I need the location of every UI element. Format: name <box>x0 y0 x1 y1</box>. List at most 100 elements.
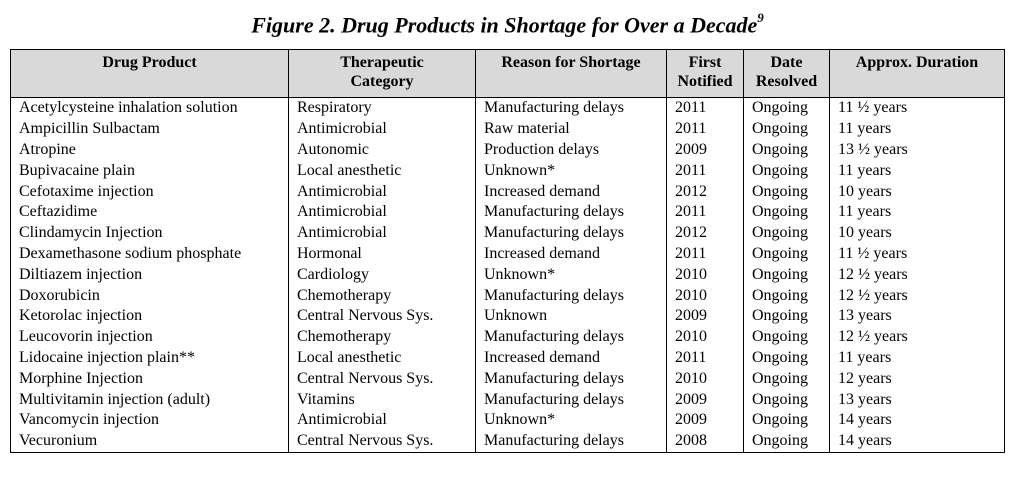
cell-reason: Unknown* <box>475 160 667 182</box>
cell-date-resolved: Ongoing <box>743 326 830 348</box>
cell-first-notified: 2011 <box>666 347 744 369</box>
table-row: Doxorubicin Chemotherapy Manufacturing del… <box>10 285 1005 306</box>
cell-drug-product: Doxorubicin <box>10 285 289 306</box>
cell-therapeutic-category: Hormonal <box>288 243 476 265</box>
cell-reason: Increased demand <box>475 181 667 202</box>
table-row: Ampicillin Sulbactam Antimicrobial Raw mat… <box>10 118 1005 140</box>
drug-shortage-table: Drug Product Therapeutic Category Reason … <box>10 49 1005 453</box>
cell-reason: Manufacturing delays <box>475 285 667 306</box>
cell-drug-product: Acetylcysteine inhalation solution <box>10 96 289 119</box>
cell-first-notified: 2010 <box>666 326 744 348</box>
cell-first-notified: 2009 <box>666 139 744 161</box>
table-row: Leucovorin injection Chemotherapy Manufact… <box>10 326 1005 348</box>
cell-drug-product: Atropine <box>10 139 289 161</box>
cell-date-resolved: Ongoing <box>743 160 830 182</box>
cell-drug-product: Ampicillin Sulbactam <box>10 118 289 140</box>
cell-therapeutic-category: Local anesthetic <box>288 160 476 182</box>
header-therapeutic-category: Therapeutic Category <box>288 49 476 98</box>
table-row: Clindamycin Injection Antimicrobial Manufa… <box>10 222 1005 244</box>
cell-date-resolved: Ongoing <box>743 430 830 453</box>
header-first-notified: First Notified <box>666 49 744 98</box>
cell-therapeutic-category: Antimicrobial <box>288 409 476 431</box>
cell-drug-product: Multivitamin injection (adult) <box>10 389 289 410</box>
cell-therapeutic-category: Chemotherapy <box>288 326 476 348</box>
table-row: Acetylcysteine inhalation solution Respir… <box>10 96 1005 119</box>
table-row: Bupivacaine plain Local anesthetic Unknown… <box>10 160 1005 182</box>
cell-first-notified: 2009 <box>666 409 744 431</box>
cell-duration: 12 years <box>829 368 1005 390</box>
cell-duration: 14 years <box>829 430 1005 453</box>
cell-therapeutic-category: Autonomic <box>288 139 476 161</box>
cell-therapeutic-category: Antimicrobial <box>288 118 476 140</box>
cell-drug-product: Ceftazidime <box>10 201 289 223</box>
cell-date-resolved: Ongoing <box>743 347 830 369</box>
cell-date-resolved: Ongoing <box>743 222 830 244</box>
table-row: Vecuronium Central Nervous Sys. Manufactur… <box>10 430 1005 453</box>
cell-drug-product: Vecuronium <box>10 430 289 453</box>
cell-duration: 13 years <box>829 305 1005 327</box>
cell-date-resolved: Ongoing <box>743 243 830 265</box>
cell-first-notified: 2011 <box>666 96 744 119</box>
cell-drug-product: Leucovorin injection <box>10 326 289 348</box>
cell-date-resolved: Ongoing <box>743 139 830 161</box>
cell-reason: Manufacturing delays <box>475 326 667 348</box>
cell-reason: Unknown <box>475 305 667 327</box>
cell-date-resolved: Ongoing <box>743 181 830 202</box>
cell-duration: 11 ½ years <box>829 243 1005 265</box>
cell-therapeutic-category: Central Nervous Sys. <box>288 305 476 327</box>
cell-reason: Manufacturing delays <box>475 368 667 390</box>
cell-duration: 11 ½ years <box>829 96 1005 119</box>
cell-first-notified: 2011 <box>666 160 744 182</box>
header-date-resolved: Date Resolved <box>743 49 830 98</box>
cell-reason: Production delays <box>475 139 667 161</box>
cell-duration: 11 years <box>829 118 1005 140</box>
cell-first-notified: 2012 <box>666 222 744 244</box>
cell-first-notified: 2012 <box>666 181 744 202</box>
cell-therapeutic-category: Central Nervous Sys. <box>288 368 476 390</box>
cell-therapeutic-category: Vitamins <box>288 389 476 410</box>
cell-date-resolved: Ongoing <box>743 201 830 223</box>
cell-date-resolved: Ongoing <box>743 368 830 390</box>
table-row: Cefotaxime injection Antimicrobial Increas… <box>10 181 1005 202</box>
cell-therapeutic-category: Central Nervous Sys. <box>288 430 476 453</box>
cell-therapeutic-category: Respiratory <box>288 96 476 119</box>
cell-reason: Manufacturing delays <box>475 430 667 453</box>
table-body: Acetylcysteine inhalation solution Respir… <box>10 96 1005 453</box>
header-duration: Approx. Duration <box>829 49 1005 98</box>
cell-duration: 14 years <box>829 409 1005 431</box>
header-drug-product: Drug Product <box>10 49 289 98</box>
cell-first-notified: 2010 <box>666 264 744 286</box>
cell-date-resolved: Ongoing <box>743 389 830 410</box>
cell-drug-product: Bupivacaine plain <box>10 160 289 182</box>
table-row: Multivitamin injection (adult) Vitamins Ma… <box>10 389 1005 410</box>
cell-duration: 10 years <box>829 181 1005 202</box>
cell-drug-product: Diltiazem injection <box>10 264 289 286</box>
cell-drug-product: Ketorolac injection <box>10 305 289 327</box>
cell-duration: 12 ½ years <box>829 285 1005 306</box>
cell-reason: Manufacturing delays <box>475 96 667 119</box>
table-row: Diltiazem injection Cardiology Unknown* 201… <box>10 264 1005 286</box>
cell-drug-product: Lidocaine injection plain** <box>10 347 289 369</box>
cell-therapeutic-category: Cardiology <box>288 264 476 286</box>
header-row: Drug Product Therapeutic Category Reason … <box>10 49 1005 98</box>
table-row: Morphine Injection Central Nervous Sys. Ma… <box>10 368 1005 390</box>
header-reason: Reason for Shortage <box>475 49 667 98</box>
cell-reason: Increased demand <box>475 243 667 265</box>
table-row: Dexamethasone sodium phosphate Hormonal In… <box>10 243 1005 265</box>
cell-duration: 12 ½ years <box>829 326 1005 348</box>
cell-date-resolved: Ongoing <box>743 305 830 327</box>
cell-first-notified: 2008 <box>666 430 744 453</box>
cell-date-resolved: Ongoing <box>743 285 830 306</box>
table-row: Vancomycin injection Antimicrobial Unknown… <box>10 409 1005 431</box>
cell-drug-product: Dexamethasone sodium phosphate <box>10 243 289 265</box>
figure-title-text: Figure 2. Drug Products in Shortage for … <box>251 12 758 38</box>
cell-date-resolved: Ongoing <box>743 409 830 431</box>
cell-first-notified: 2009 <box>666 389 744 410</box>
cell-drug-product: Morphine Injection <box>10 368 289 390</box>
cell-duration: 11 years <box>829 160 1005 182</box>
cell-therapeutic-category: Antimicrobial <box>288 201 476 223</box>
cell-reason: Increased demand <box>475 347 667 369</box>
cell-reason: Manufacturing delays <box>475 201 667 223</box>
cell-drug-product: Clindamycin Injection <box>10 222 289 244</box>
table-row: Lidocaine injection plain** Local anesthe… <box>10 347 1005 369</box>
